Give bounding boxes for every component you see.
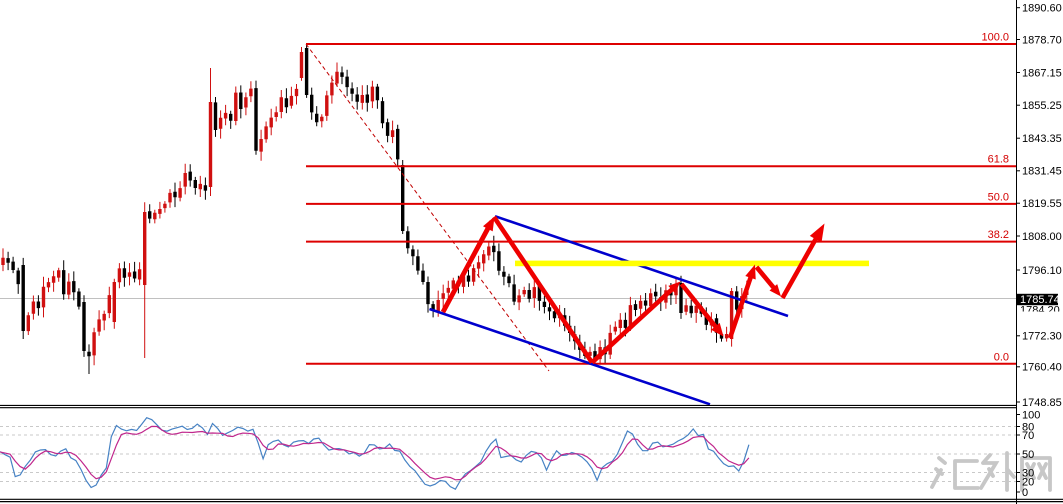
svg-text:1785.74: 1785.74	[1020, 294, 1060, 306]
svg-text:1867.15: 1867.15	[1022, 67, 1062, 79]
svg-text:1772.30: 1772.30	[1022, 331, 1062, 343]
svg-text:1855.25: 1855.25	[1022, 100, 1062, 112]
svg-text:1784.20: 1784.20	[1020, 305, 1060, 317]
svg-text:1760.40: 1760.40	[1022, 362, 1062, 374]
svg-text:50: 50	[1022, 449, 1034, 461]
svg-text:0: 0	[1022, 487, 1028, 499]
svg-text:1748.85: 1748.85	[1022, 397, 1062, 409]
svg-text:1808.00: 1808.00	[1022, 231, 1062, 243]
svg-text:100: 100	[1022, 409, 1040, 421]
svg-text:0.0: 0.0	[994, 351, 1009, 363]
svg-text:1843.35: 1843.35	[1022, 133, 1062, 145]
svg-text:50.0: 50.0	[988, 191, 1009, 203]
svg-text:1878.70: 1878.70	[1022, 34, 1062, 46]
svg-text:38.2: 38.2	[988, 229, 1009, 241]
svg-text:1831.45: 1831.45	[1022, 166, 1062, 178]
svg-text:1890.60: 1890.60	[1022, 3, 1062, 15]
svg-text:20: 20	[1022, 476, 1034, 488]
svg-text:80: 80	[1022, 421, 1034, 433]
svg-text:1819.55: 1819.55	[1022, 198, 1062, 210]
svg-text:70: 70	[1022, 430, 1034, 442]
svg-text:30: 30	[1022, 467, 1034, 479]
svg-text:1796.10: 1796.10	[1022, 265, 1062, 277]
svg-text:100.0: 100.0	[981, 32, 1009, 44]
svg-text:61.8: 61.8	[988, 154, 1009, 166]
